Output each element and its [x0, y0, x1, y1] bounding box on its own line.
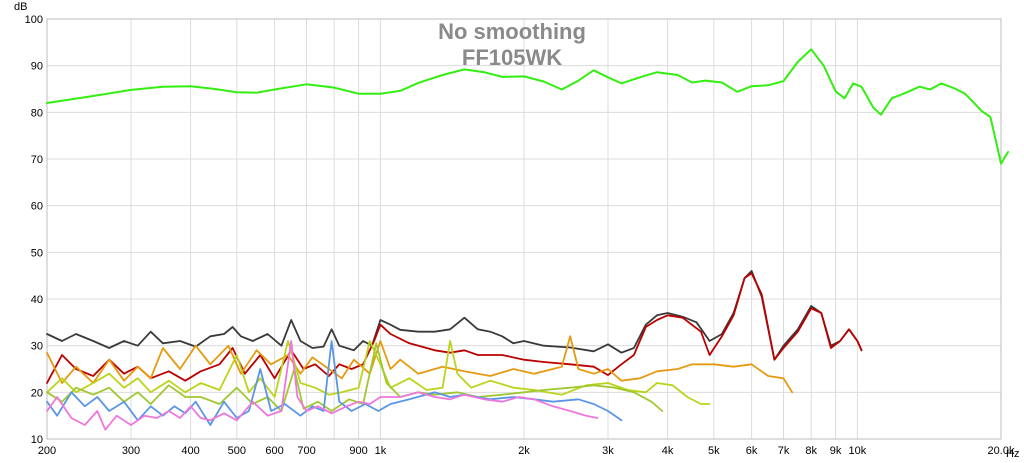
x-tick-label: 3k [602, 445, 614, 457]
y-tick-label: 20 [31, 387, 43, 399]
y-tick-label: 80 [31, 107, 43, 119]
x-axis-unit-label: Hz [1006, 448, 1019, 460]
x-tick-label: 5k [708, 445, 720, 457]
y-tick-label: 70 [31, 154, 43, 166]
x-tick-label: 1k [375, 445, 387, 457]
x-tick-label: 200 [38, 445, 56, 457]
y-tick-label: 60 [31, 201, 43, 213]
x-tick-label: 500 [228, 445, 246, 457]
chart-title: No smoothing [438, 19, 586, 44]
series-line-7 [46, 340, 623, 426]
chart-subtitle: FF105WK [462, 45, 562, 70]
y-tick-label: 50 [31, 247, 43, 259]
x-tick-label: 700 [297, 445, 315, 457]
axis-labels: 10 20 30 40 50 60 70 80 90 100 200 300 400 500 600 700 9… [25, 14, 1015, 457]
x-tick-label: 2k [518, 445, 530, 457]
x-tick-label: 8k [805, 445, 817, 457]
series-layer [46, 48, 1010, 431]
series-line-1 [46, 48, 1010, 165]
x-tick-label: 10k [849, 445, 867, 457]
y-tick-label: 40 [31, 294, 43, 306]
series-line-5 [46, 340, 711, 405]
x-tick-label: 7k [778, 445, 790, 457]
x-tick-label: 9k [830, 445, 842, 457]
x-tick-label: 900 [349, 445, 367, 457]
y-tick-label: 30 [31, 341, 43, 353]
x-tick-label: 4k [662, 445, 674, 457]
series-line-8 [46, 340, 599, 431]
grid-lines [46, 18, 1002, 440]
y-tick-label: 90 [31, 61, 43, 73]
x-tick-label: 20.0k [988, 445, 1015, 457]
series-line-4 [46, 335, 794, 394]
series-line-3 [46, 272, 863, 384]
plot-frame [46, 18, 1002, 440]
y-tick-label: 100 [25, 14, 43, 26]
x-tick-label: 600 [265, 445, 283, 457]
x-tick-label: 6k [746, 445, 758, 457]
y-axis-unit-label: dB [14, 1, 27, 13]
x-tick-label: 400 [181, 445, 199, 457]
y-tick-label: 10 [31, 434, 43, 446]
series-line-2 [46, 270, 863, 361]
x-tick-label: 300 [122, 445, 140, 457]
